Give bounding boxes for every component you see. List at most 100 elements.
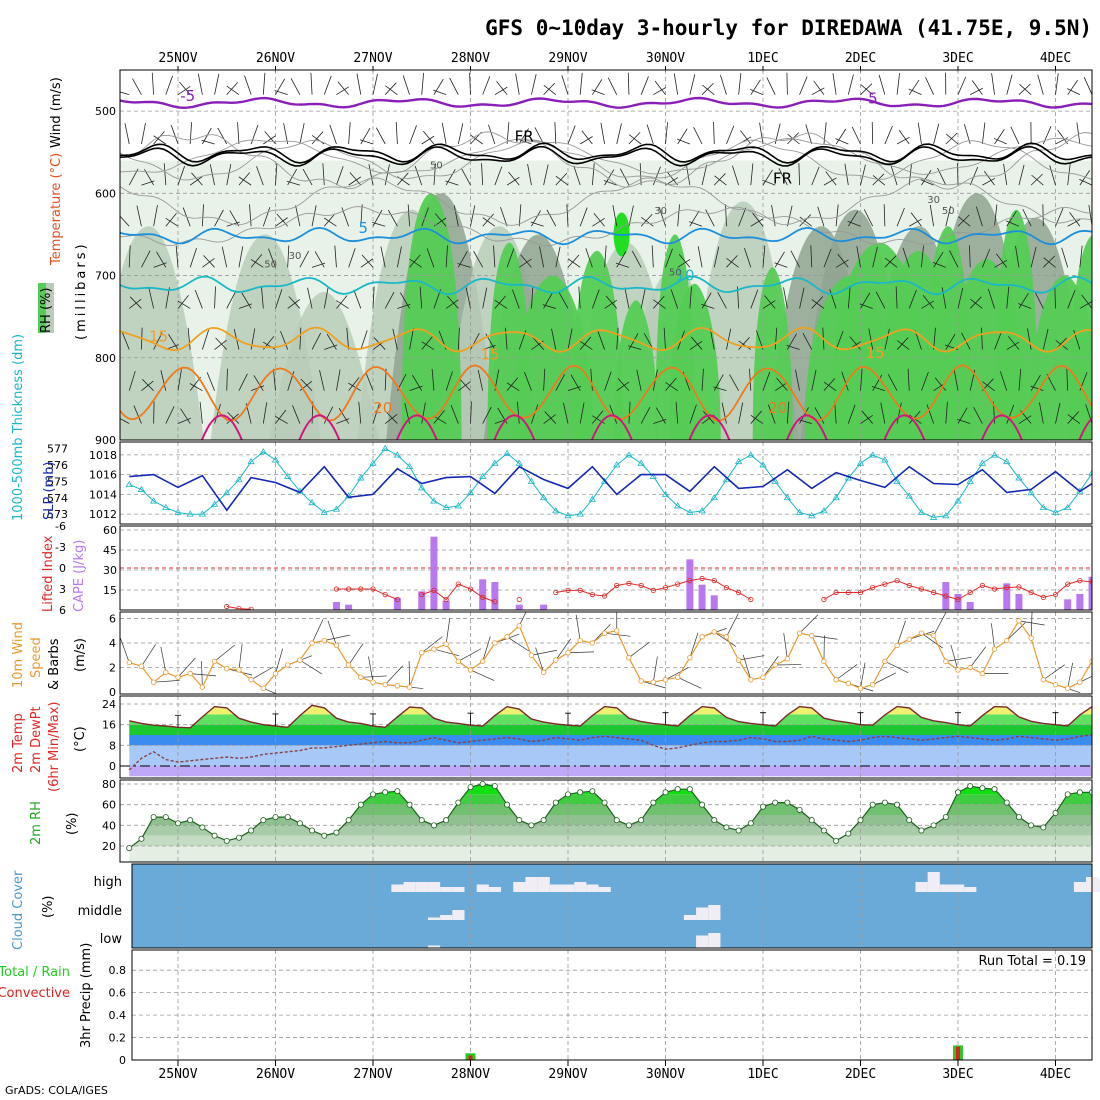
wind-barb bbox=[329, 124, 337, 145]
rh-green-column bbox=[614, 300, 659, 440]
thickness-point bbox=[637, 459, 645, 466]
wind-barb bbox=[975, 206, 983, 227]
wind-barb bbox=[725, 204, 727, 227]
wind-barb bbox=[153, 135, 167, 145]
wind-barb bbox=[1015, 246, 1020, 268]
wind-barb bbox=[336, 86, 349, 96]
wind-barb-10m bbox=[177, 657, 196, 678]
thickness-point bbox=[198, 510, 207, 517]
wind10m-axis-label-a: 10m Wind bbox=[11, 622, 26, 688]
wind-barb bbox=[697, 246, 703, 268]
wind-barb bbox=[651, 245, 654, 268]
cloud-bar-high bbox=[537, 877, 550, 892]
wind-barb bbox=[921, 371, 929, 391]
wind-barb bbox=[214, 209, 224, 227]
wind-barb-10m bbox=[327, 620, 337, 646]
lifted-index-point bbox=[346, 586, 352, 592]
wind-barb bbox=[372, 222, 386, 227]
rh-green-column bbox=[1068, 235, 1092, 440]
thickness-point bbox=[283, 472, 292, 479]
wind-barb bbox=[860, 368, 863, 391]
wind-barb bbox=[189, 176, 203, 186]
cloud-bar-high bbox=[513, 882, 526, 892]
thickness-point bbox=[734, 457, 743, 465]
wind-barb bbox=[457, 263, 471, 268]
cloud-axis-label-b: (%) bbox=[41, 896, 56, 919]
rh-point bbox=[552, 799, 559, 806]
thickness-point bbox=[552, 507, 560, 514]
cloud-bar-high bbox=[403, 882, 416, 892]
wind-barb bbox=[1091, 266, 1092, 268]
wind-barb bbox=[238, 373, 248, 391]
contour-label: -5 bbox=[863, 90, 878, 108]
wind-speed-point bbox=[443, 641, 449, 647]
wind-barb bbox=[1018, 415, 1032, 424]
wind-barb bbox=[958, 216, 971, 227]
wind-barb bbox=[703, 410, 715, 424]
wind-speed-point bbox=[467, 667, 474, 673]
wind-barb bbox=[519, 258, 532, 268]
cape-bar bbox=[1064, 599, 1072, 610]
cloud-bar-high bbox=[1073, 882, 1087, 892]
wind-barb bbox=[566, 204, 569, 227]
wind-barb bbox=[750, 163, 754, 186]
wind-barb bbox=[323, 406, 334, 424]
wind-barb bbox=[324, 344, 338, 350]
lifted-index-axis-label: Lifted Index bbox=[41, 535, 56, 612]
rh-point bbox=[260, 817, 267, 824]
bottom-tick-label: 26NOV bbox=[256, 1067, 295, 1082]
wind-barb bbox=[627, 72, 630, 95]
wind-barb bbox=[494, 295, 506, 309]
thickness-point bbox=[747, 451, 755, 458]
lifted-index-point bbox=[1052, 591, 1059, 598]
wind-speed-point bbox=[589, 640, 596, 646]
contour-5 bbox=[120, 226, 1092, 246]
wind-barb-10m bbox=[263, 688, 278, 694]
wind-barb bbox=[910, 212, 922, 227]
thickness-point bbox=[759, 461, 767, 468]
lifted-index-point bbox=[236, 606, 242, 610]
wind-barb bbox=[762, 371, 771, 391]
wind-barb bbox=[726, 255, 738, 268]
wind-speed-point bbox=[760, 674, 766, 680]
wind-barb bbox=[445, 245, 448, 268]
temp-minmax-bar bbox=[955, 712, 961, 725]
wind-barb bbox=[908, 163, 912, 186]
wind-barb-10m bbox=[783, 633, 788, 659]
bottom-tick-label: 27NOV bbox=[353, 1067, 392, 1082]
wind-barb bbox=[665, 377, 677, 391]
wind-barb bbox=[811, 166, 820, 186]
pressure-tick-label: 800 bbox=[95, 352, 116, 365]
wind-barb bbox=[991, 73, 995, 95]
rh-point bbox=[674, 786, 681, 793]
wind-barb bbox=[165, 213, 177, 227]
wind-barb-10m bbox=[482, 636, 491, 662]
wind-barb bbox=[201, 204, 204, 227]
wind-barb bbox=[384, 413, 398, 424]
thickness-point bbox=[369, 459, 377, 466]
lifted-index-point bbox=[857, 589, 864, 596]
wind-barb bbox=[524, 371, 532, 391]
wind-barb bbox=[253, 375, 264, 391]
rh-point bbox=[406, 801, 413, 808]
wind-barb bbox=[392, 328, 398, 350]
wind-barb bbox=[1042, 328, 1049, 350]
wind-barb bbox=[908, 289, 917, 309]
precip-axis: 0 0.2 0.4 0.6 0.8 bbox=[109, 964, 127, 1067]
wind-barb bbox=[336, 418, 350, 424]
wind-barb bbox=[786, 401, 790, 424]
wind-barb bbox=[802, 333, 813, 350]
cloud-bar-middle bbox=[440, 915, 453, 920]
wind-barb bbox=[128, 245, 131, 268]
contour-label: 30 bbox=[927, 195, 940, 206]
cloud-cover-panel: Cloud Cover (%) high middle low bbox=[11, 863, 1100, 950]
lifted-index-point bbox=[736, 589, 742, 596]
wind-barb bbox=[612, 205, 618, 227]
wind-barb bbox=[348, 248, 356, 268]
wind-barb bbox=[1018, 303, 1032, 309]
wind-speed-point bbox=[967, 664, 973, 671]
rh2m-panel: 20 40 60 80 2m RH (%) bbox=[29, 778, 1093, 863]
wind-speed-point bbox=[1040, 677, 1047, 683]
wind-barb bbox=[311, 131, 324, 145]
